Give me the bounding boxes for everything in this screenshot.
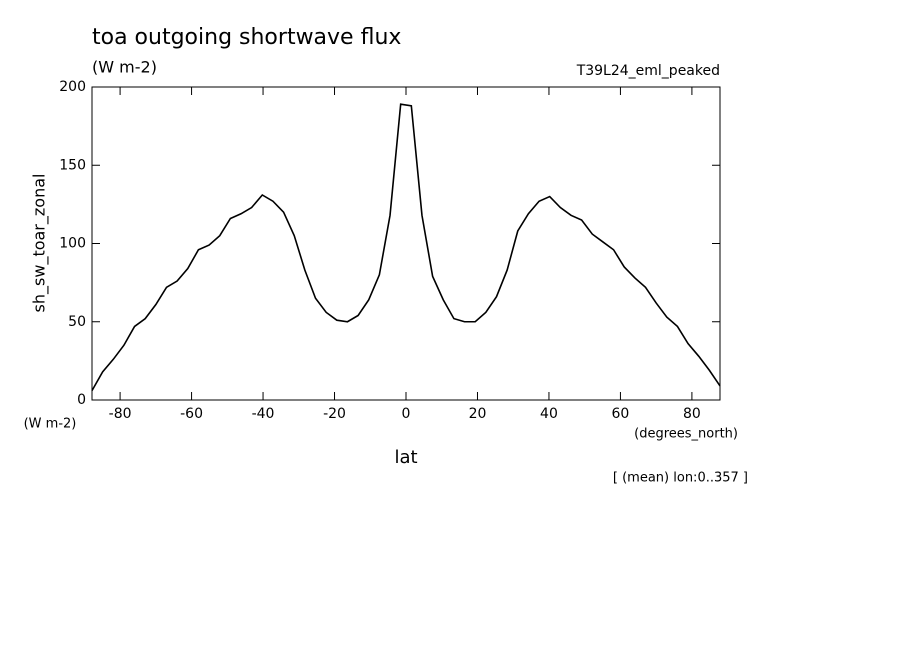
data-line — [91, 103, 721, 392]
x-tick-label: 60 — [612, 406, 630, 422]
plot-frame — [91, 86, 721, 401]
y-tick-label: 200 — [59, 79, 86, 95]
y-tick-label: 100 — [59, 236, 86, 252]
chart-title: toa outgoing shortwave flux — [92, 25, 401, 50]
footnote: [ (mean) lon:0..357 ] — [613, 471, 748, 486]
x-tick-label: -40 — [252, 406, 275, 422]
x-units: (degrees_north) — [634, 427, 738, 442]
title-units: (W m-2) — [92, 58, 157, 77]
y-tick-label: 50 — [68, 314, 86, 330]
x-tick-label: 0 — [402, 406, 411, 422]
y-tick-label: 150 — [59, 157, 86, 173]
x-tick-label: -80 — [109, 406, 132, 422]
x-tick-label: -60 — [180, 406, 203, 422]
x-tick-label: 80 — [683, 406, 701, 422]
x-axis-label: lat — [394, 447, 417, 468]
x-tick-label: 40 — [540, 406, 558, 422]
dataset-label: T39L24_eml_peaked — [576, 63, 720, 79]
x-tick-label: 20 — [469, 406, 487, 422]
y-axis-label: sh_sw_toar_zonal — [30, 174, 50, 313]
y-units: (W m-2) — [24, 417, 77, 432]
y-tick-label: 0 — [77, 392, 86, 408]
x-tick-label: -20 — [323, 406, 346, 422]
